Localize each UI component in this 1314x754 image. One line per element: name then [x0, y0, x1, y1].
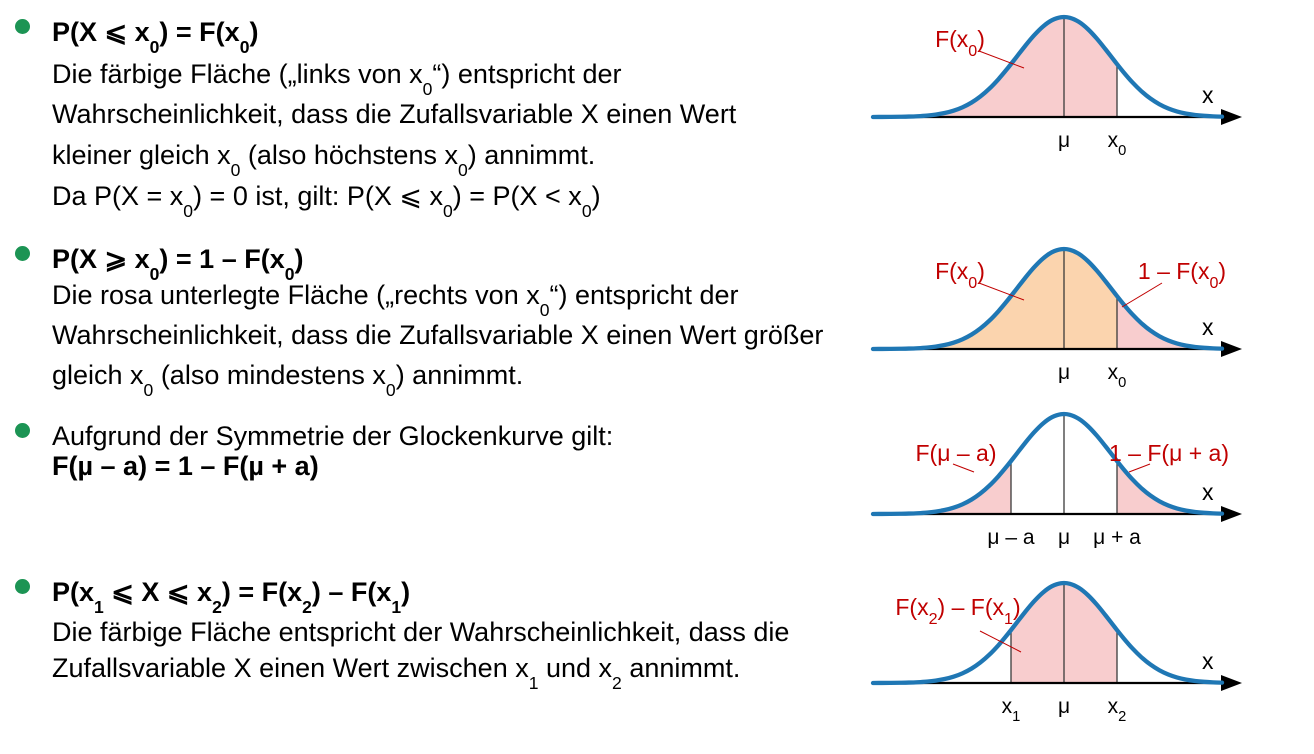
svg-text:μ: μ: [1058, 361, 1070, 384]
svg-text:x: x: [1202, 314, 1214, 340]
svg-text:μ: μ: [1058, 695, 1070, 718]
svg-text:x: x: [1202, 479, 1214, 505]
svg-text:x: x: [1202, 82, 1214, 108]
svg-text:x: x: [1202, 648, 1214, 674]
svg-text:F(x0): F(x0): [935, 26, 985, 60]
svg-text:x0: x0: [1108, 129, 1127, 159]
svg-text:μ: μ: [1058, 526, 1070, 549]
svg-text:μ + a: μ + a: [1093, 526, 1141, 549]
svg-text:x1: x1: [1002, 695, 1021, 725]
svg-text:F(x0): F(x0): [935, 258, 985, 292]
svg-text:F(μ – a): F(μ – a): [916, 440, 997, 466]
svg-text:F(x2) – F(x1): F(x2) – F(x1): [895, 594, 1020, 628]
svg-text:1 – F(x0): 1 – F(x0): [1138, 258, 1226, 292]
svg-text:x2: x2: [1108, 695, 1127, 725]
svg-text:1 – F(μ + a): 1 – F(μ + a): [1109, 440, 1229, 466]
svg-text:μ – a: μ – a: [987, 526, 1034, 549]
svg-text:μ: μ: [1058, 129, 1070, 152]
